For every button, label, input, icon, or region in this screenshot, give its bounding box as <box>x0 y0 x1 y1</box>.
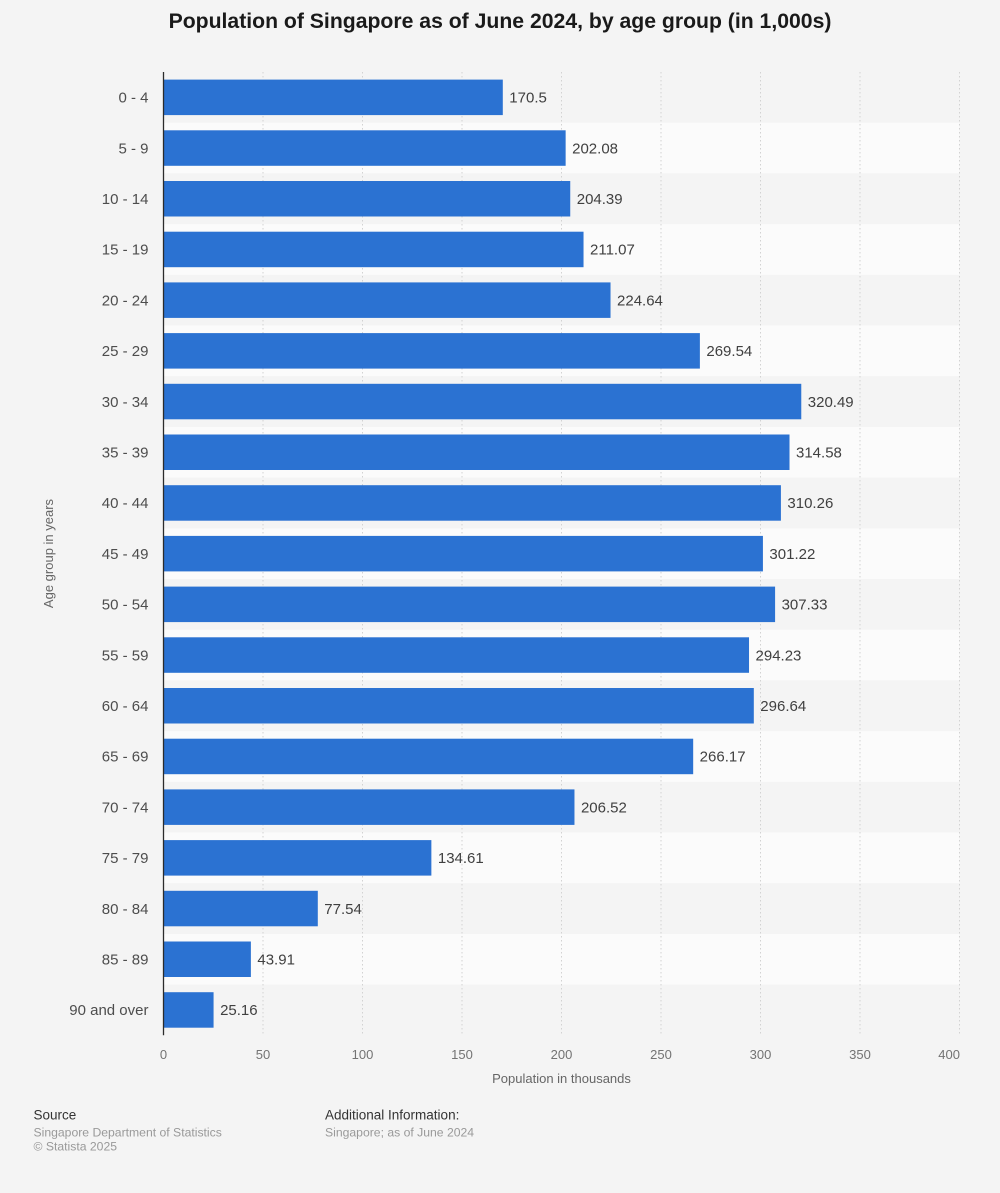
svg-text:90 and over: 90 and over <box>69 1002 148 1019</box>
svg-text:40 - 44: 40 - 44 <box>102 495 149 512</box>
svg-text:0: 0 <box>160 1047 167 1062</box>
svg-text:307.33: 307.33 <box>782 597 828 614</box>
svg-text:224.64: 224.64 <box>617 292 663 309</box>
svg-text:45 - 49: 45 - 49 <box>102 546 149 563</box>
svg-text:Additional Information:: Additional Information: <box>325 1108 459 1123</box>
svg-text:350: 350 <box>849 1047 871 1062</box>
svg-text:20 - 24: 20 - 24 <box>102 292 149 309</box>
svg-text:211.07: 211.07 <box>590 242 635 259</box>
svg-text:75 - 79: 75 - 79 <box>102 850 149 867</box>
svg-text:269.54: 269.54 <box>706 343 752 360</box>
svg-text:55 - 59: 55 - 59 <box>102 647 149 664</box>
svg-text:50: 50 <box>256 1047 270 1062</box>
svg-text:Singapore; as of June 2024: Singapore; as of June 2024 <box>325 1125 474 1139</box>
svg-text:65 - 69: 65 - 69 <box>102 749 149 766</box>
svg-text:10 - 14: 10 - 14 <box>102 191 149 208</box>
svg-text:80 - 84: 80 - 84 <box>102 901 149 918</box>
svg-text:43.91: 43.91 <box>257 951 295 968</box>
svg-text:150: 150 <box>451 1047 473 1062</box>
svg-text:100: 100 <box>352 1047 374 1062</box>
svg-text:Singapore Department of Statis: Singapore Department of Statistics <box>34 1125 222 1139</box>
svg-text:25.16: 25.16 <box>220 1002 258 1019</box>
svg-text:314.58: 314.58 <box>796 444 842 461</box>
svg-text:250: 250 <box>650 1047 672 1062</box>
svg-text:294.23: 294.23 <box>756 647 802 664</box>
svg-text:310.26: 310.26 <box>787 495 833 512</box>
svg-text:206.52: 206.52 <box>581 799 627 816</box>
svg-text:202.08: 202.08 <box>572 140 618 157</box>
svg-text:Source: Source <box>34 1108 77 1123</box>
svg-text:134.61: 134.61 <box>438 850 484 867</box>
svg-text:77.54: 77.54 <box>324 901 362 918</box>
svg-text:0 - 4: 0 - 4 <box>118 90 148 107</box>
svg-text:320.49: 320.49 <box>808 394 854 411</box>
svg-text:400: 400 <box>938 1047 960 1062</box>
svg-text:300: 300 <box>750 1047 772 1062</box>
svg-text:Population of Singapore as of: Population of Singapore as of June 2024,… <box>169 10 832 33</box>
svg-text:70 - 74: 70 - 74 <box>102 799 149 816</box>
svg-text:85 - 89: 85 - 89 <box>102 951 149 968</box>
svg-text:50 - 54: 50 - 54 <box>102 597 149 614</box>
svg-text:Age group in years: Age group in years <box>41 498 56 608</box>
svg-text:30 - 34: 30 - 34 <box>102 394 149 411</box>
svg-text:Population in thousands: Population in thousands <box>492 1071 631 1086</box>
svg-text:204.39: 204.39 <box>577 191 623 208</box>
svg-text:301.22: 301.22 <box>769 546 815 563</box>
svg-text:60 - 64: 60 - 64 <box>102 698 149 715</box>
svg-text:35 - 39: 35 - 39 <box>102 444 149 461</box>
svg-text:25 - 29: 25 - 29 <box>102 343 149 360</box>
svg-text:15 - 19: 15 - 19 <box>102 242 149 259</box>
svg-text:5 - 9: 5 - 9 <box>118 140 148 157</box>
svg-text:170.5: 170.5 <box>509 90 547 107</box>
svg-text:266.17: 266.17 <box>700 749 746 766</box>
svg-text:200: 200 <box>551 1047 573 1062</box>
svg-text:© Statista 2025: © Statista 2025 <box>34 1140 118 1154</box>
svg-text:296.64: 296.64 <box>760 698 806 715</box>
